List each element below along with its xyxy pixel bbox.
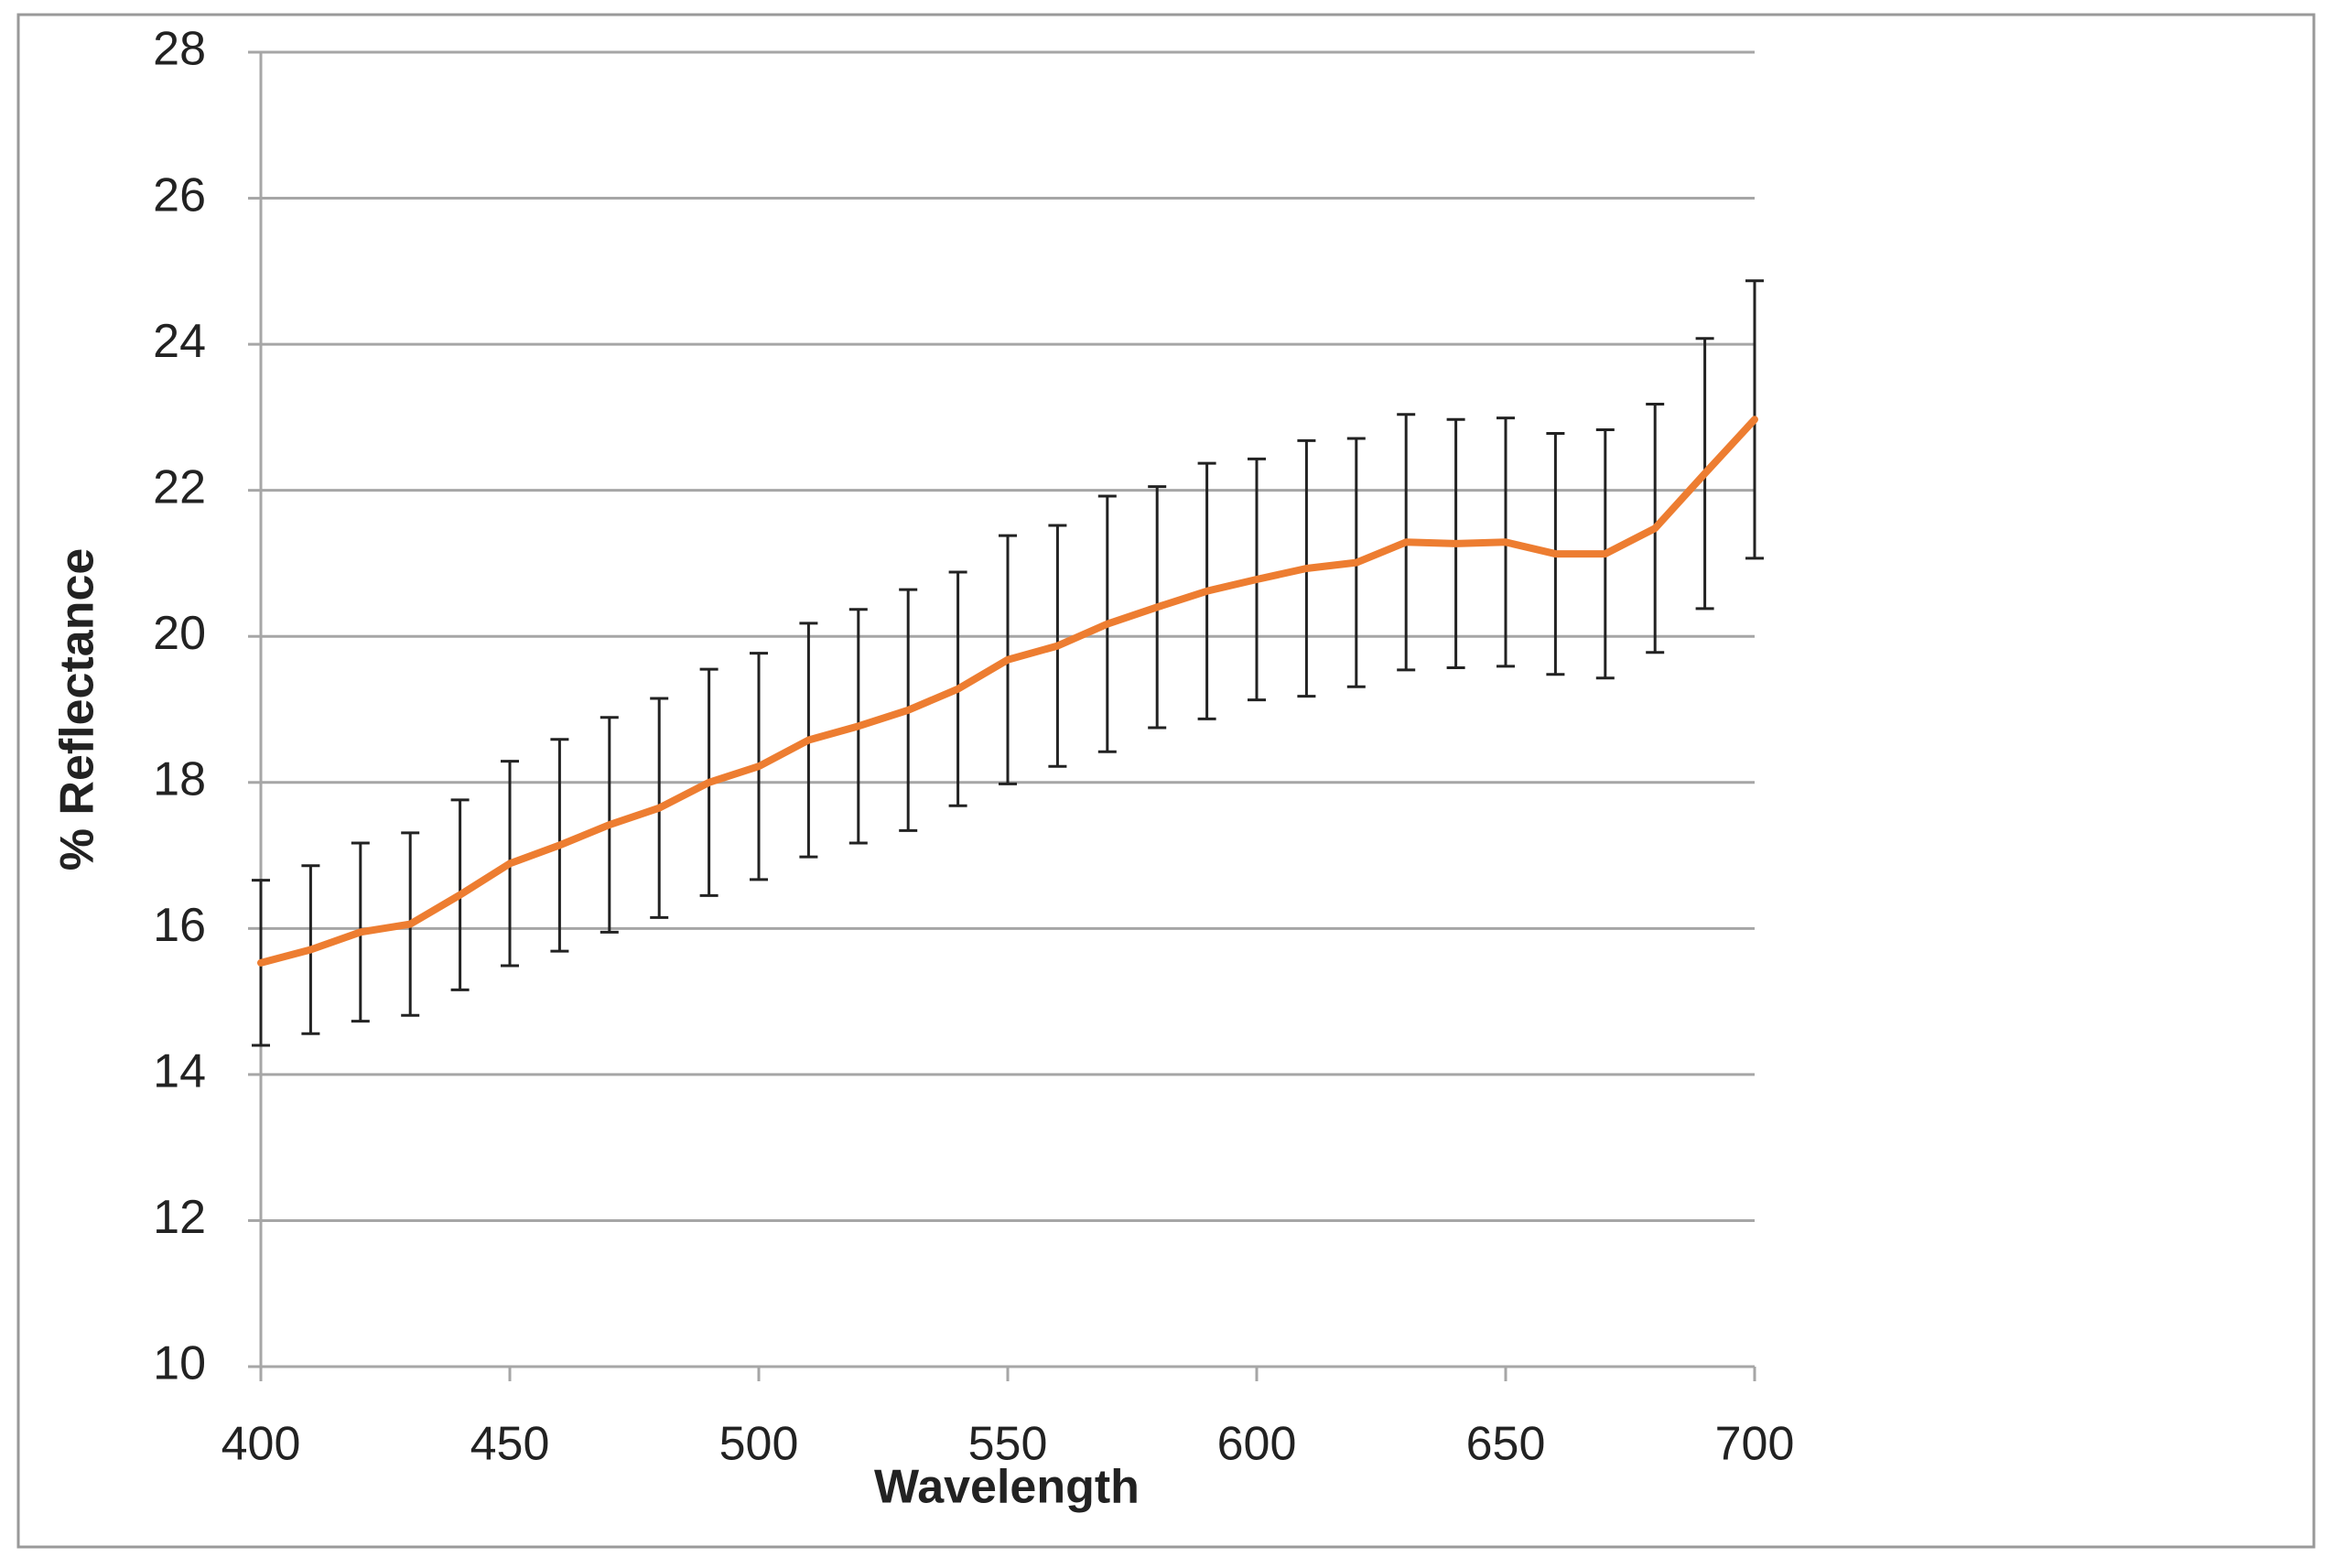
chart-border bbox=[16, 13, 2316, 1549]
y-tick-label: 16 bbox=[153, 899, 206, 952]
y-tick-label: 26 bbox=[153, 168, 206, 222]
y-tick-label: 14 bbox=[153, 1045, 206, 1098]
x-tick-label: 550 bbox=[968, 1418, 1048, 1471]
x-tick-label: 650 bbox=[1466, 1418, 1546, 1471]
y-axis-title: % Reflectance bbox=[51, 548, 104, 871]
y-tick-label: 28 bbox=[153, 23, 206, 76]
y-tick-label: 12 bbox=[153, 1191, 206, 1244]
x-tick-label: 450 bbox=[470, 1418, 550, 1471]
y-tick-label: 20 bbox=[153, 607, 206, 660]
y-tick-label: 24 bbox=[153, 315, 206, 368]
x-tick-label: 500 bbox=[719, 1418, 799, 1471]
x-tick-label: 600 bbox=[1217, 1418, 1297, 1471]
error-bars bbox=[252, 279, 1764, 1047]
x-tick-label: 700 bbox=[1715, 1418, 1795, 1471]
x-axis-title: Wavelength bbox=[874, 1461, 1140, 1514]
data-line bbox=[257, 416, 1758, 967]
x-tick-label: 400 bbox=[222, 1418, 301, 1471]
y-tick-label: 10 bbox=[153, 1337, 206, 1390]
y-tick-label: 18 bbox=[153, 753, 206, 806]
y-tick-label: 22 bbox=[153, 460, 206, 514]
